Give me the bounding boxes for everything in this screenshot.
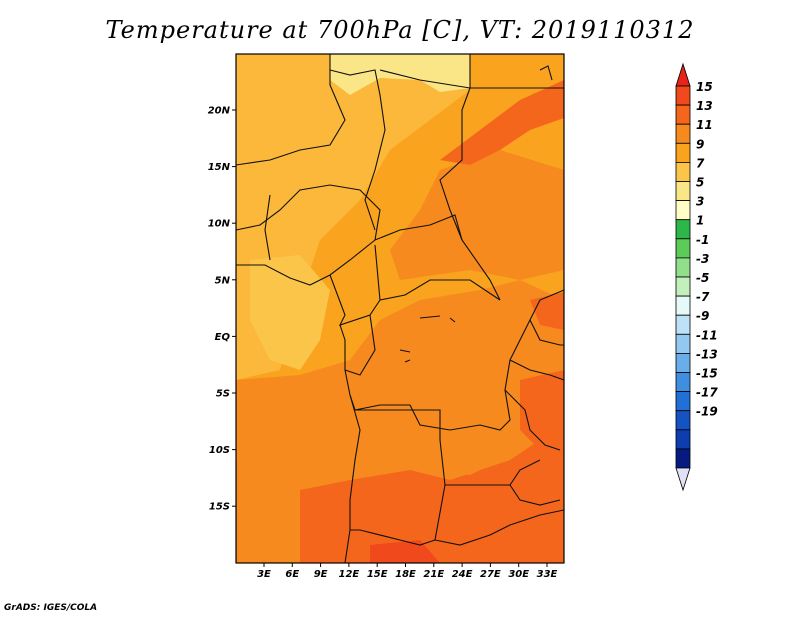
colorbar-label: 11	[696, 118, 713, 132]
colorbar-label: -11	[696, 328, 718, 342]
colorbar-swatch	[675, 161, 691, 182]
colorbar-swatch	[675, 429, 691, 450]
colorbar-swatch	[675, 104, 691, 125]
border-8	[374, 214, 463, 241]
map-border	[235, 53, 565, 564]
border-20	[509, 359, 564, 381]
border-11	[339, 289, 564, 431]
lon-tick-label: 3E	[257, 569, 271, 580]
lon-tick-label: 6E	[285, 569, 299, 580]
colorbar-swatch	[675, 314, 691, 335]
lon-tick-label: 12E	[339, 569, 360, 580]
temperature-field	[236, 54, 564, 563]
lon-tick-label: 9E	[314, 569, 328, 580]
colorbar-swatch	[675, 219, 691, 240]
colorbar-labels: 15 13 11 9 7 5 3 1 -1 -3 -5 -7 -9 -11 -13 -15 -17 -19	[696, 80, 718, 419]
lon-tick-label: 21E	[423, 569, 444, 580]
border-16	[434, 509, 564, 546]
field-mid-angola	[360, 430, 500, 475]
lon-tick-label: 33E	[537, 569, 558, 580]
latitude-axis: 20N 15N 10N 5N EQ 5S 10S 15S	[208, 106, 236, 513]
colorbar-swatch	[675, 391, 691, 412]
border-7	[264, 194, 271, 261]
border-13	[344, 394, 361, 563]
field-warm-east	[390, 150, 564, 280]
colorbar-label: -13	[696, 347, 718, 361]
colorbar-label: -9	[696, 309, 709, 323]
chart-title: Temperature at 700hPa [C], VT: 201911031…	[105, 16, 695, 44]
lat-tick-label: 10N	[208, 219, 231, 230]
lon-tick-label: 30E	[508, 569, 529, 580]
border-6	[236, 184, 381, 286]
lat-tick-label: 5N	[215, 275, 231, 286]
colorbar-swatch	[675, 85, 691, 106]
lat-tick-label: 20N	[208, 106, 231, 117]
lon-tick-label: 15E	[367, 569, 388, 580]
lat-tick-label: 10S	[209, 445, 230, 456]
grads-credit: GrADS: IGES/COLA	[4, 603, 98, 613]
colorbar-swatch	[675, 352, 691, 373]
colorbar-swatch	[675, 200, 691, 221]
colorbar-label: 3	[696, 195, 704, 209]
colorbar-label: 9	[696, 137, 704, 151]
lake-marks	[399, 315, 456, 363]
lon-tick-label: 27E	[480, 569, 501, 580]
colorbar-swatch	[675, 142, 691, 163]
colorbar-label: 15	[696, 80, 713, 94]
field-warm-uganda	[530, 292, 564, 330]
lat-tick-label: 5S	[216, 389, 230, 400]
border-22	[539, 65, 553, 81]
colorbar-swatches	[675, 62, 691, 492]
colorbar-label: -1	[696, 233, 709, 247]
colorbar-label: -17	[696, 386, 718, 400]
country-borders	[236, 54, 564, 563]
colorbar-label: 13	[696, 99, 713, 113]
border-1	[236, 54, 346, 166]
colorbar-min-arrow	[675, 467, 691, 492]
border-2	[329, 69, 386, 231]
colorbar-swatch	[675, 410, 691, 431]
colorbar-label: -19	[696, 405, 718, 419]
colorbar-label: -15	[696, 367, 718, 381]
colorbar-swatch	[675, 257, 691, 278]
colorbar-label: -3	[696, 252, 709, 266]
colorbar-label: -7	[696, 290, 710, 304]
colorbar-swatch	[675, 276, 691, 297]
border-3	[439, 54, 501, 301]
border-15	[350, 484, 446, 546]
colorbar-swatch	[675, 181, 691, 202]
colorbar-swatch	[675, 238, 691, 259]
colorbar-swatch	[675, 123, 691, 144]
colorbar-swatch	[675, 448, 691, 469]
border-12	[344, 314, 376, 376]
longitude-axis: 3E 6E 9E 12E 15E 18E 21E 24E 27E 30E 33E	[257, 563, 558, 580]
colorbar-label: 7	[696, 156, 705, 170]
lat-tick-label: 15S	[209, 502, 230, 513]
lon-tick-label: 24E	[452, 569, 473, 580]
colorbar-label: -5	[696, 271, 709, 285]
field-warm-angola	[300, 430, 564, 563]
colorbar-swatch	[675, 333, 691, 354]
colorbar-label: 5	[696, 176, 704, 190]
colorbar-label: 1	[696, 214, 704, 228]
colorbar-swatch	[675, 372, 691, 393]
border-18	[504, 389, 561, 451]
border-19	[529, 319, 564, 346]
border-9	[374, 244, 501, 301]
colorbar-swatch	[675, 295, 691, 316]
lon-tick-label: 18E	[395, 569, 416, 580]
field-cool-coast	[250, 255, 330, 370]
colorbar-max-arrow	[675, 62, 691, 87]
field-warm-lakes	[520, 370, 564, 450]
field-warm-sudan	[440, 80, 564, 165]
lat-tick-label: 15N	[208, 162, 231, 173]
field-hottest	[370, 540, 440, 563]
lat-tick-label: EQ	[215, 332, 231, 343]
border-17	[509, 484, 561, 506]
border-4	[379, 69, 471, 89]
